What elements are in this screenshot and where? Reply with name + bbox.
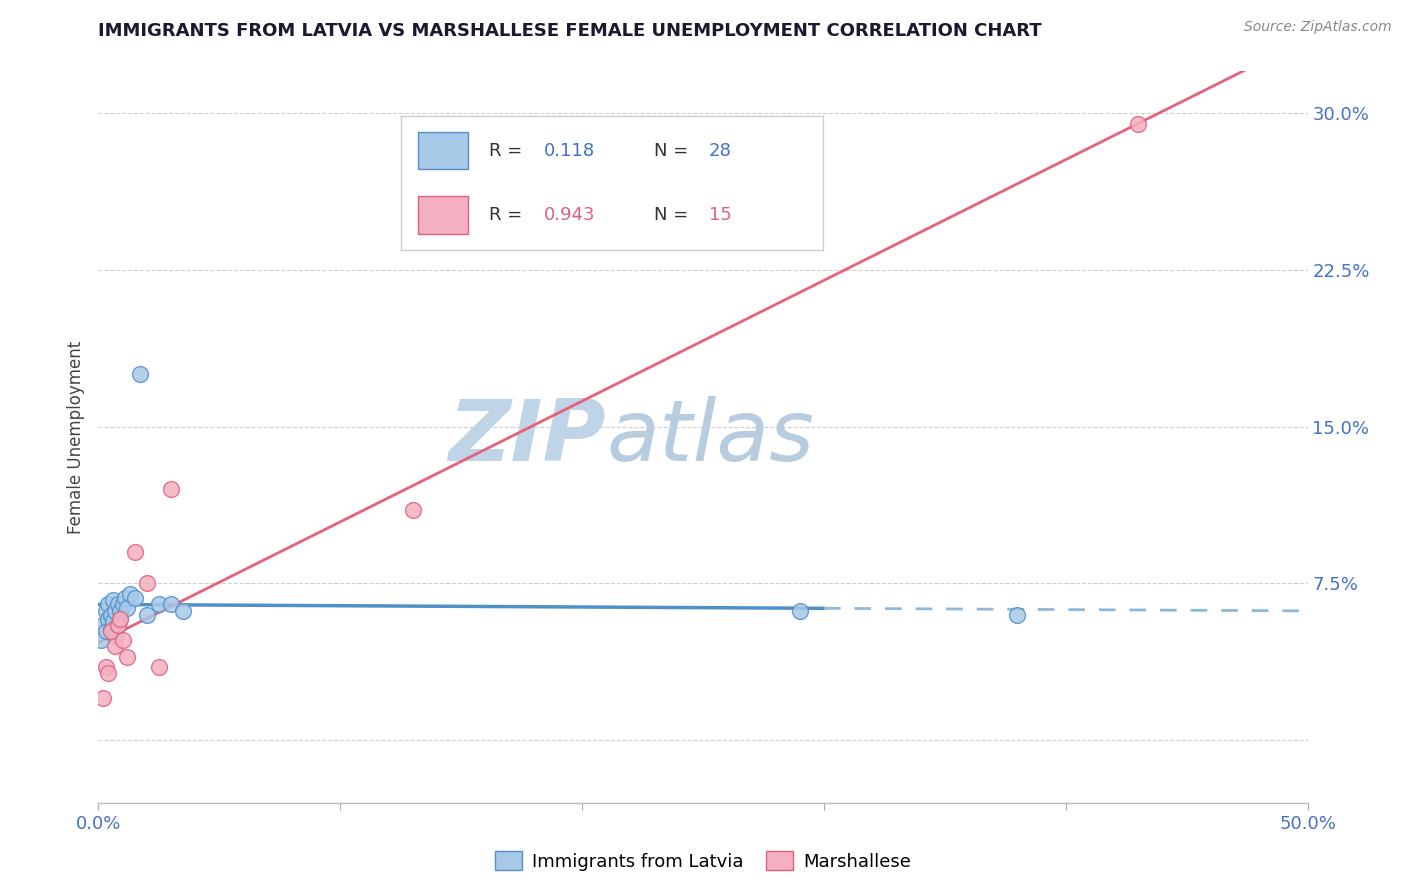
Point <box>128 368 150 382</box>
Text: N =: N = <box>654 206 693 224</box>
Point <box>107 597 129 611</box>
Point <box>94 624 117 639</box>
Point <box>104 629 127 643</box>
Point <box>90 632 112 647</box>
Point <box>108 612 131 626</box>
Point <box>100 607 122 622</box>
Point <box>108 612 131 626</box>
Text: 0.118: 0.118 <box>544 142 595 160</box>
Point <box>97 612 120 626</box>
Point <box>172 603 194 617</box>
Point <box>107 618 129 632</box>
Point <box>91 618 114 632</box>
Text: R =: R = <box>489 142 529 160</box>
Point <box>111 632 134 647</box>
Point <box>101 614 124 628</box>
Text: IMMIGRANTS FROM LATVIA VS MARSHALLESE FEMALE UNEMPLOYMENT CORRELATION CHART: IMMIGRANTS FROM LATVIA VS MARSHALLESE FE… <box>98 22 1042 40</box>
Point <box>97 666 120 681</box>
Point <box>160 597 183 611</box>
Point <box>117 649 139 664</box>
Text: 15: 15 <box>709 206 731 224</box>
Text: atlas: atlas <box>606 395 814 479</box>
Point <box>94 603 117 617</box>
Point <box>94 660 117 674</box>
Point <box>402 503 425 517</box>
Bar <box>418 132 468 169</box>
Point <box>148 660 170 674</box>
Point <box>117 601 139 615</box>
Point <box>101 593 124 607</box>
Point <box>135 607 157 622</box>
Text: 28: 28 <box>709 142 731 160</box>
Point <box>100 623 122 637</box>
Point <box>135 576 157 591</box>
Point <box>97 597 120 611</box>
Bar <box>418 196 468 234</box>
Point <box>789 603 811 617</box>
Text: 0.943: 0.943 <box>544 206 596 224</box>
Legend: Immigrants from Latvia, Marshallese: Immigrants from Latvia, Marshallese <box>488 844 918 878</box>
Point <box>100 624 122 639</box>
Point <box>118 587 141 601</box>
Point <box>111 597 134 611</box>
Point <box>148 597 170 611</box>
Point <box>91 691 114 706</box>
Point <box>108 603 131 617</box>
Point <box>1007 607 1029 622</box>
Point <box>160 483 183 497</box>
Point <box>114 591 136 605</box>
Text: R =: R = <box>489 206 529 224</box>
Point <box>104 603 127 617</box>
Point <box>124 591 146 605</box>
Point <box>124 545 146 559</box>
Point <box>107 618 129 632</box>
Point <box>104 639 127 653</box>
Text: N =: N = <box>654 142 693 160</box>
Text: Source: ZipAtlas.com: Source: ZipAtlas.com <box>1244 20 1392 34</box>
Point <box>1128 117 1150 131</box>
Text: ZIP: ZIP <box>449 395 606 479</box>
Y-axis label: Female Unemployment: Female Unemployment <box>66 341 84 533</box>
